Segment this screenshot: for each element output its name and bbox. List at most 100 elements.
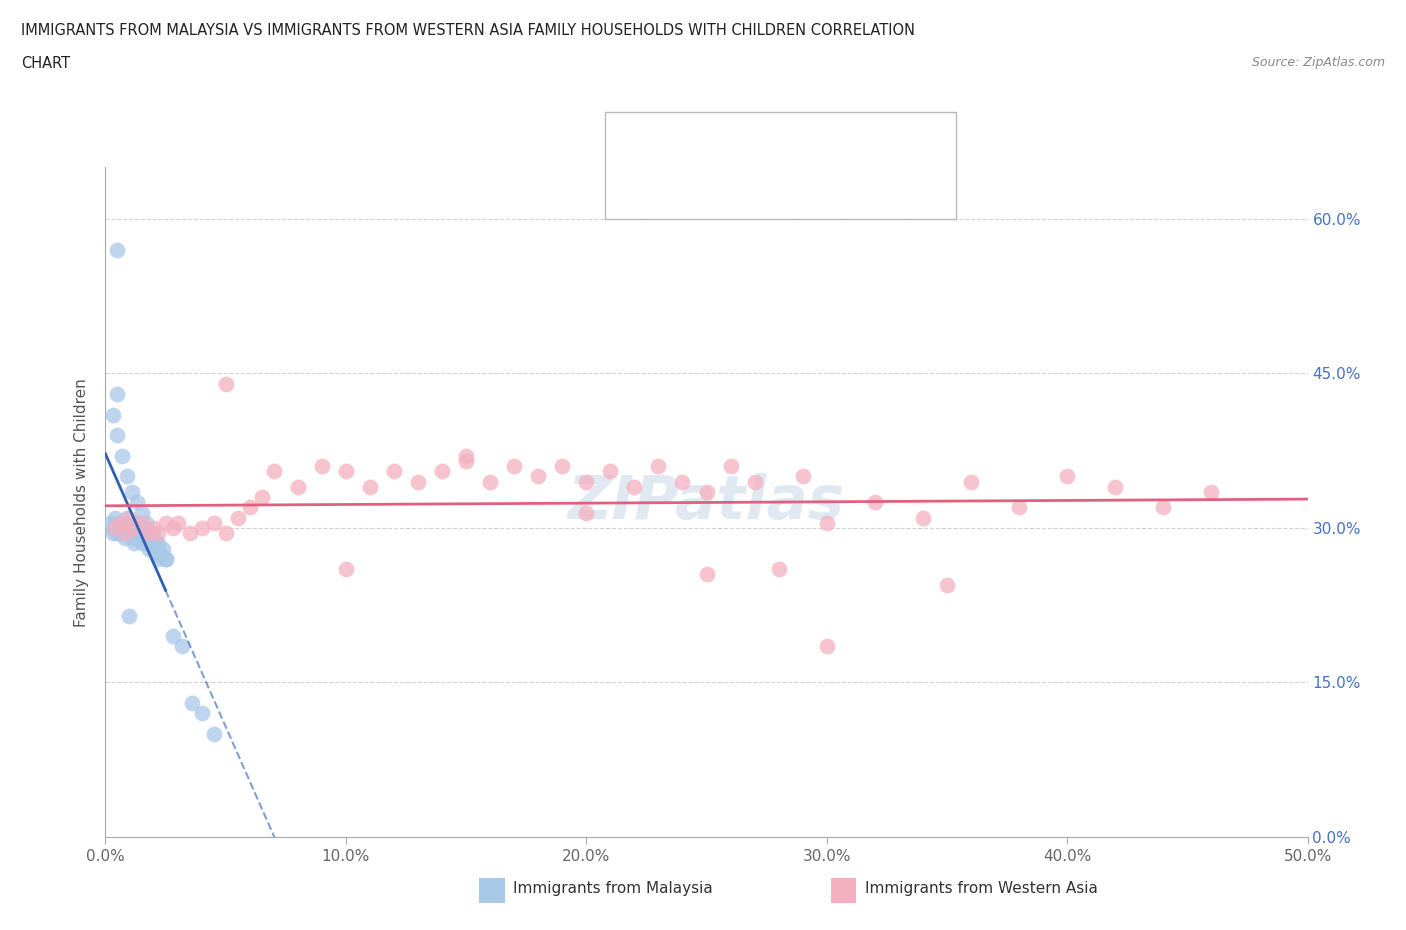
Point [101,407,124,422]
Point [114,515,136,530]
Text: Immigrants from Malaysia: Immigrants from Malaysia [513,881,713,896]
Point [181,696,204,711]
Y-axis label: Family Households with Children: Family Households with Children [75,378,90,627]
Point [124,536,146,551]
Point [145,546,167,561]
Point [671,474,693,489]
Point [166,515,188,530]
Point [118,608,141,623]
Point [111,521,134,536]
Point [135,515,157,530]
Point [503,458,526,473]
Point [114,525,136,540]
Point [121,515,143,530]
Point [335,464,357,479]
Point [131,515,153,530]
Point [792,469,814,484]
Point [162,521,184,536]
Point [149,546,172,561]
Point [121,531,143,546]
Point [863,495,886,510]
Point [454,454,477,469]
Point [135,536,157,551]
Point [125,495,148,510]
Text: ZIPatlas: ZIPatlas [568,472,845,532]
Point [128,521,150,536]
Point [142,531,165,546]
Point [155,551,177,566]
Point [148,541,170,556]
Point [131,525,153,540]
Point [936,578,959,592]
Point [148,536,170,551]
Point [139,536,162,551]
Point [132,521,155,536]
Point [124,521,146,536]
Point [111,448,134,463]
Point [768,562,790,577]
Point [142,541,165,556]
Point [1201,485,1223,499]
Point [107,243,129,258]
Point [815,515,838,530]
Point [162,629,184,644]
Point [406,474,429,489]
Point [155,515,177,530]
Point [138,531,160,546]
Point [575,505,598,520]
Point [647,458,669,473]
Point [382,464,405,479]
Point [1008,500,1031,515]
Point [108,515,131,530]
Text: R =  0.131   N = 58: R = 0.131 N = 58 [668,178,858,196]
Point [527,469,550,484]
Point [121,485,143,499]
Point [359,479,381,494]
Text: R = -0.379   N = 62: R = -0.379 N = 62 [668,135,858,153]
Point [551,458,574,473]
Point [214,377,236,392]
Point [115,469,138,484]
Point [125,515,148,530]
Point [138,525,160,540]
Point [696,485,718,499]
Point [124,521,146,536]
Point [139,525,162,540]
Point [132,531,155,546]
Text: IMMIGRANTS FROM MALAYSIA VS IMMIGRANTS FROM WESTERN ASIA FAMILY HOUSEHOLDS WITH : IMMIGRANTS FROM MALAYSIA VS IMMIGRANTS F… [21,23,915,38]
Point [190,521,212,536]
Point [479,474,502,489]
Point [335,562,357,577]
Point [960,474,983,489]
Point [214,525,236,540]
Point [114,531,136,546]
Point [98,515,121,530]
Point [454,448,477,463]
Point [148,525,170,540]
Point [101,525,124,540]
Point [138,541,160,556]
Text: Immigrants from Western Asia: Immigrants from Western Asia [865,881,1098,896]
Point [575,474,598,489]
Point [815,639,838,654]
Point [115,525,138,540]
Point [226,511,249,525]
Point [250,489,273,504]
Point [107,428,129,443]
Point [202,515,225,530]
Point [172,639,194,654]
Point [155,551,177,566]
Point [1152,500,1174,515]
Point [111,521,134,536]
Point [118,521,141,536]
Point [744,474,766,489]
Point [1104,479,1126,494]
Point [599,464,621,479]
Point [101,521,124,536]
Point [190,706,212,721]
Point [311,458,333,473]
Point [139,525,162,540]
Point [131,505,153,520]
Point [108,515,131,530]
Point [107,387,129,402]
